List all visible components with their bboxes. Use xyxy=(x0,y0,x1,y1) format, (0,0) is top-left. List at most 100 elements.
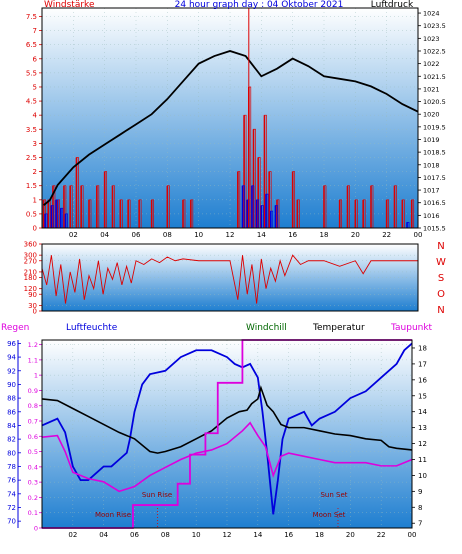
panel3-x-tick-label: 14 xyxy=(253,531,262,539)
humidity-tick-label: 92 xyxy=(7,367,16,375)
panel3-x-tick-label: 06 xyxy=(130,531,139,539)
panel1-right-tick-label: 1024 xyxy=(423,10,440,18)
panel1-left-tick-label: 3.5 xyxy=(26,126,37,134)
panel3-x-tick-label: 22 xyxy=(377,531,386,539)
panel1-x-tick-label: 00 xyxy=(414,231,423,239)
temp-tick-label: 18 xyxy=(418,344,427,352)
temp-tick-label: 7 xyxy=(418,520,422,528)
panel1-x-tick-label: 02 xyxy=(69,231,78,239)
panel3-x-tick-label: 00 xyxy=(408,531,417,539)
panel3-x-tick-label: 20 xyxy=(346,531,355,539)
temp-tick-label: 11 xyxy=(418,456,427,464)
panel1-left-tick-label: 5 xyxy=(33,83,37,91)
panel1-right-tick-label: 1019 xyxy=(423,136,440,144)
temp-tick-label: 14 xyxy=(418,408,427,416)
panel1-right-tick-label: 1021 xyxy=(423,85,440,93)
rain-tick-label: 0.2 xyxy=(28,494,38,502)
panel1-x-tick-label: 06 xyxy=(132,231,141,239)
panel2-tick-label: 180 xyxy=(24,274,37,282)
humidity-tick-label: 82 xyxy=(7,436,16,444)
humidity-tick-label: 72 xyxy=(7,504,16,512)
panel3-x-tick-label: 02 xyxy=(68,531,77,539)
temp-tick-label: 9 xyxy=(418,488,422,496)
compass-label: N xyxy=(437,241,444,252)
wind-direction-line xyxy=(41,254,418,304)
humidity-tick-label: 78 xyxy=(7,463,16,471)
rain-tick-label: 1 xyxy=(34,372,38,380)
panel1-left-tick-label: 6 xyxy=(33,55,38,63)
panel1-left-tick-label: 7 xyxy=(33,27,37,35)
compass-label: S xyxy=(438,273,444,284)
panel1-x-tick-label: 16 xyxy=(288,231,297,239)
rain-tick-label: 0.4 xyxy=(28,463,38,471)
panel2-tick-label: 270 xyxy=(24,257,37,265)
panel1-left-tick-label: 6.5 xyxy=(26,41,37,49)
rain-tick-label: 1.1 xyxy=(28,356,38,364)
temperature-line xyxy=(41,385,413,454)
rain-tick-label: 0.7 xyxy=(28,418,38,426)
astro-annotation: Moon Rise xyxy=(95,511,131,519)
panel1-frame xyxy=(41,7,419,229)
panel1-right-tick-label: 1017.5 xyxy=(423,174,446,182)
temp-tick-label: 17 xyxy=(418,360,427,368)
panel1-x-tick-label: 04 xyxy=(100,231,109,239)
humidity-tick-label: 74 xyxy=(7,490,16,498)
panel1-x-tick-label: 18 xyxy=(320,231,329,239)
rain-tick-label: 0.5 xyxy=(28,448,38,456)
pressure-line xyxy=(43,50,419,206)
panel1-right-tick-label: 1023.5 xyxy=(423,22,446,30)
rain-tick-label: 0 xyxy=(34,525,38,533)
humidity-tick-label: 80 xyxy=(7,449,16,457)
rain-tick-label: 1.2 xyxy=(28,341,38,349)
panel1-right-tick-label: 1020 xyxy=(423,111,440,119)
panel1-right-tick-label: 1018.5 xyxy=(423,149,446,157)
panel1-right-tick-label: 1017 xyxy=(423,187,440,195)
rain-tick-label: 0.9 xyxy=(28,387,38,395)
panel1-left-tick-label: 4 xyxy=(33,112,38,120)
windchill-label: Windchill xyxy=(246,323,287,333)
panel2-tick-label: 300 xyxy=(24,252,37,260)
temp-tick-label: 15 xyxy=(418,392,427,400)
panel2-frame xyxy=(41,243,419,312)
panel1-title: 24 hour graph day : 04 Oktober 2021 xyxy=(175,0,344,10)
humidity-tick-label: 76 xyxy=(7,477,16,485)
compass-label: N xyxy=(437,305,444,316)
rain-label: Regen xyxy=(1,323,29,333)
rain-tick-label: 0.8 xyxy=(28,402,38,410)
panel1-right-tick-label: 1021.5 xyxy=(423,73,446,81)
panel1-right-tick-label: 1022.5 xyxy=(423,47,446,55)
dewpoint-label: Taupunkt xyxy=(390,323,433,333)
panel1-left-label: Windstärke xyxy=(44,0,95,10)
wind-speed-trace xyxy=(43,86,415,229)
panel1-left-tick-label: 1 xyxy=(33,196,37,204)
temp-tick-label: 10 xyxy=(418,472,427,480)
panel3-x-tick-label: 10 xyxy=(192,531,201,539)
rain-tick-label: 0.1 xyxy=(28,509,38,517)
humidity-tick-label: 84 xyxy=(7,422,16,430)
humidity-tick-label: 88 xyxy=(7,395,16,403)
panel1-right-tick-label: 1019.5 xyxy=(423,123,446,131)
panel1-x-tick-label: 10 xyxy=(194,231,203,239)
panel2-tick-label: 30 xyxy=(28,302,37,310)
panel1-left-tick-label: 2.5 xyxy=(26,154,37,162)
panel3-x-tick-label: 08 xyxy=(161,531,170,539)
panel1-right-tick-label: 1023 xyxy=(423,35,440,43)
panel3-x-tick-label: 18 xyxy=(315,531,324,539)
panel3-frame xyxy=(41,339,413,529)
temp-tick-label: 13 xyxy=(418,424,427,432)
temp-tick-label: 16 xyxy=(418,376,427,384)
panel1-x-tick-label: 12 xyxy=(226,231,235,239)
humidity-tick-label: 90 xyxy=(7,381,16,389)
astro-annotation: Sun Rise xyxy=(142,491,172,499)
panel2-tick-label: 120 xyxy=(24,285,37,293)
panel3-x-tick-label: 16 xyxy=(284,531,293,539)
panel3-x-tick-label: 04 xyxy=(99,531,108,539)
astro-annotation: Sun Set xyxy=(320,491,347,499)
panel1-right-tick-label: 1016.5 xyxy=(423,199,446,207)
panel1-left-tick-label: 3 xyxy=(33,140,37,148)
panel1-right-label: Luftdruck xyxy=(371,0,414,10)
panel1-right-tick-label: 1016 xyxy=(423,212,440,220)
rain-line xyxy=(42,339,412,529)
humidity-tick-label: 86 xyxy=(7,408,16,416)
compass-label: O xyxy=(437,289,445,300)
